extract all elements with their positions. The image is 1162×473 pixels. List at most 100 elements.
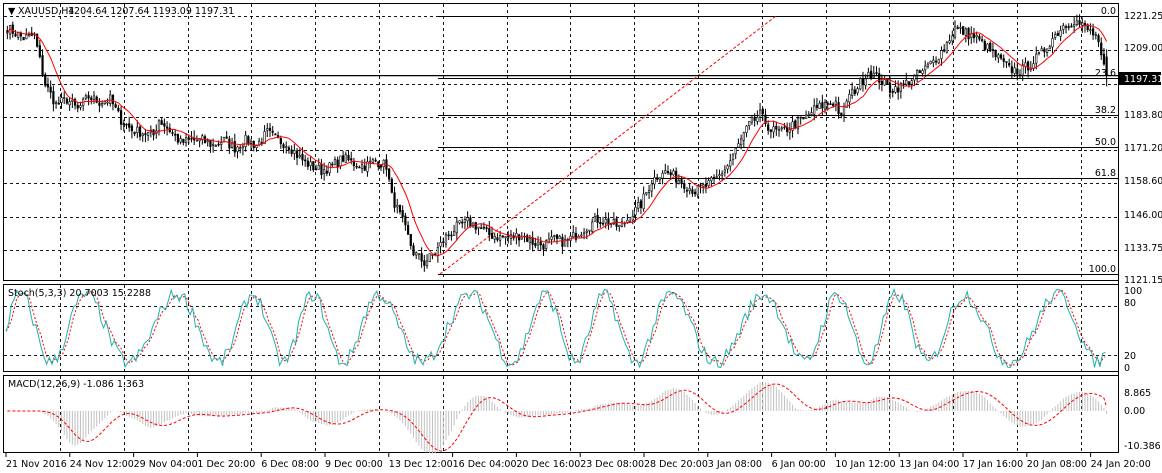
candle-body	[195, 139, 198, 142]
stoch-panel[interactable]	[3, 284, 1119, 372]
candle-body	[396, 204, 399, 208]
candle-body	[344, 154, 347, 163]
time-label: 29 Nov 04:00	[134, 459, 198, 470]
candle-body	[333, 159, 337, 166]
candle-body	[404, 215, 407, 226]
candle-body	[596, 214, 599, 223]
collapse-arrow-icon[interactable]: ▼	[8, 6, 16, 17]
fib-trend-line[interactable]	[439, 15, 777, 275]
candle-body	[661, 172, 664, 179]
price-panel[interactable]	[3, 3, 1119, 281]
candle-body	[317, 165, 320, 170]
candle-body	[209, 139, 212, 147]
current-price-badge	[1119, 72, 1161, 85]
candle-body	[818, 102, 821, 109]
candle-body	[962, 26, 965, 35]
candle-body	[910, 80, 913, 85]
candle-body	[187, 137, 190, 140]
candle-body	[504, 236, 507, 239]
candle-body	[929, 60, 932, 64]
candle-body	[485, 227, 488, 229]
candle-body	[220, 142, 223, 145]
candle-body	[236, 146, 239, 152]
candle-body	[620, 221, 624, 227]
candle-body	[658, 177, 662, 181]
candle-body	[534, 243, 537, 246]
candle-body	[176, 133, 180, 143]
candle-body	[11, 24, 14, 34]
candle-body	[314, 168, 318, 171]
candle-body	[117, 107, 120, 112]
candle-body	[442, 241, 445, 244]
candle-body	[458, 220, 461, 224]
candle-body	[320, 163, 323, 176]
candle-body	[680, 179, 683, 184]
candle-body	[772, 126, 775, 133]
candle-body	[163, 123, 166, 127]
candle-body	[111, 94, 115, 105]
candle-body	[285, 146, 288, 148]
candle-body	[1081, 22, 1084, 26]
stoch-tick: 20	[1124, 351, 1136, 362]
candle-body	[436, 247, 439, 256]
candle-body	[677, 180, 680, 184]
candle-body	[325, 170, 328, 174]
candle-body	[859, 78, 862, 90]
macd-indicator	[7, 381, 1108, 454]
candle-body	[90, 97, 93, 101]
candle-body	[1070, 25, 1073, 28]
candle-body	[631, 216, 634, 221]
candle-body	[174, 133, 177, 136]
macd-panel[interactable]	[3, 375, 1119, 453]
stoch-label: Stoch(5,3,3) 20.7003 15.2288	[8, 288, 151, 299]
candle-body	[542, 244, 545, 250]
time-label: 20 Jan 08:00	[1027, 459, 1087, 470]
candle-body	[788, 129, 791, 133]
candle-body	[591, 221, 594, 232]
candle-body	[22, 36, 25, 41]
candle-body	[352, 160, 356, 166]
candle-body	[371, 159, 374, 163]
candle-body	[252, 140, 255, 148]
candle-body	[710, 177, 713, 181]
candle-body	[312, 161, 315, 171]
candle-body	[46, 83, 50, 88]
candle-body	[634, 206, 637, 216]
candle-body	[52, 91, 55, 105]
candle-body	[934, 60, 938, 63]
candle-body	[225, 136, 228, 139]
candle-body	[54, 102, 58, 104]
candle-body	[650, 183, 653, 192]
fib-level-label: 23.6	[1095, 68, 1116, 79]
candle-body	[17, 32, 20, 38]
time-axis: 21 Nov 2016 24 Nov 12:00 29 Nov 04:00 1 Dec…	[5, 453, 1151, 470]
candle-body	[783, 126, 786, 129]
candle-body	[323, 169, 326, 174]
candle-body	[295, 150, 299, 158]
candle-body	[488, 228, 491, 236]
candle-body	[401, 210, 404, 218]
candle-body	[999, 54, 1003, 59]
fibonacci-retracement[interactable]: 0.0 23.6 38.2 50.0 61.8 100.0	[438, 6, 1118, 275]
candle-body	[147, 131, 150, 136]
candle-body	[239, 147, 242, 149]
candle-body	[482, 226, 486, 229]
candle-body	[1045, 48, 1049, 53]
candle-body	[249, 141, 253, 144]
candle-body	[902, 83, 905, 85]
candle-body	[599, 222, 602, 224]
candle-body	[84, 95, 87, 99]
candle-body	[769, 129, 773, 132]
candle-body	[36, 33, 39, 47]
candle-body	[810, 112, 813, 115]
candle-body	[813, 105, 816, 115]
price-axis: 1221.25 1209.00 1183.80 1171.20 1158.60 …	[1124, 11, 1162, 286]
candle-body	[182, 138, 185, 143]
candle-body	[1086, 24, 1089, 31]
candle-body	[626, 219, 629, 223]
candle-body	[550, 236, 553, 240]
candle-body	[1064, 26, 1068, 28]
fib-level-label: 61.8	[1095, 168, 1116, 179]
candle-body	[60, 97, 63, 103]
